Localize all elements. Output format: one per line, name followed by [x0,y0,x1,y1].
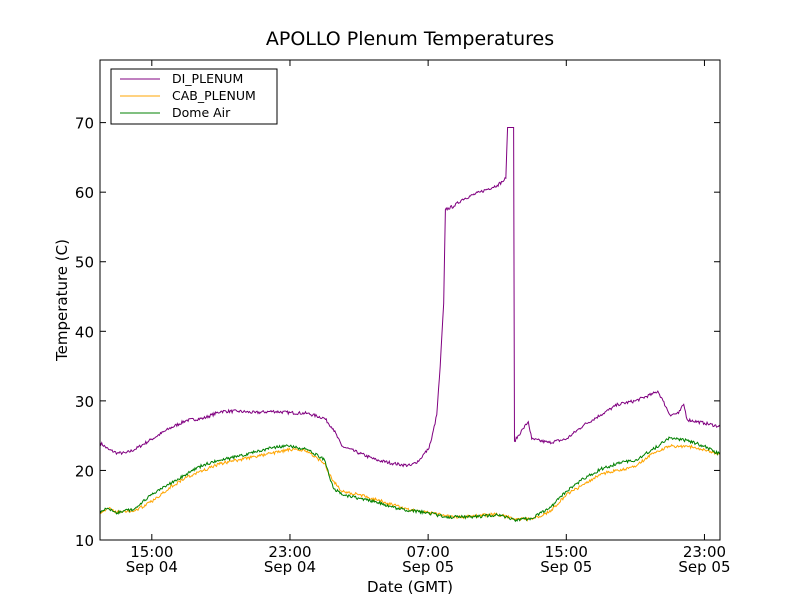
x-tick-label-time: 15:00 [545,543,588,561]
x-tick-label-time: 23:00 [268,543,311,561]
y-axis-label: Temperature (C) [53,239,71,362]
x-axis-label: Date (GMT) [367,578,453,596]
chart-title: APOLLO Plenum Temperatures [266,28,554,50]
y-tick-label: 70 [75,115,94,133]
x-tick-label-date: Sep 05 [678,558,730,576]
legend-label-di-plenum: DI_PLENUM [172,71,243,86]
x-tick-label-time: 15:00 [130,543,173,561]
y-tick-label: 20 [75,462,94,480]
y-tick-label: 60 [75,184,94,202]
x-tick-label-time: 23:00 [683,543,726,561]
x-tick-label-date: Sep 05 [540,558,592,576]
plot-frame [99,59,721,541]
x-tick-label-date: Sep 05 [402,558,454,576]
series-line-dome-air [99,436,721,523]
y-tick-label: 30 [75,393,94,411]
legend: DI_PLENUM CAB_PLENUM Dome Air [110,68,278,125]
legend-label-cab-plenum: CAB_PLENUM [172,88,256,103]
series-line-di-plenum [99,126,721,468]
x-tick-label-date: Sep 04 [126,558,178,576]
x-tick-label-time: 07:00 [407,543,450,561]
x-tick-label-date: Sep 04 [264,558,316,576]
legend-label-dome-air: Dome Air [172,105,231,120]
y-tick-label: 50 [75,254,94,272]
y-tick-label: 40 [75,323,94,341]
y-tick-label: 10 [75,532,94,550]
plot-area [99,126,721,523]
